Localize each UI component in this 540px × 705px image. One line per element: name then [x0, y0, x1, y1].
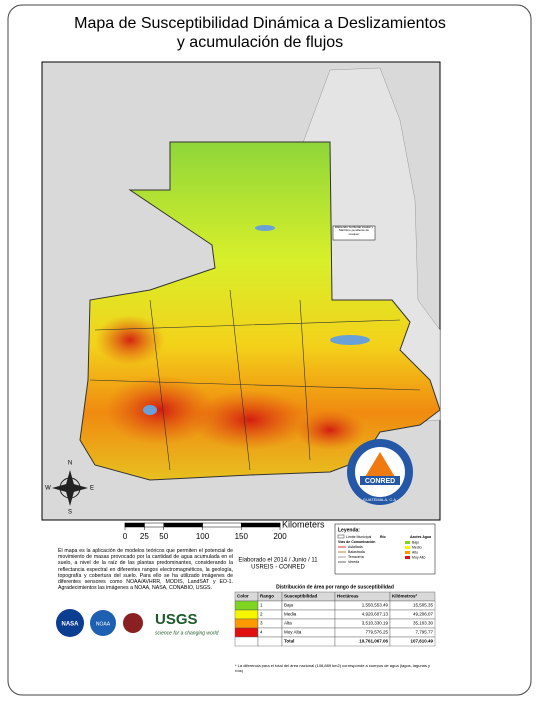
table-cell	[389, 636, 436, 647]
legend-item: Asfaltada	[348, 545, 363, 549]
lake	[330, 335, 370, 345]
scale-label: 150	[235, 532, 249, 541]
legend-item: Alto	[412, 550, 418, 554]
scale-label: 100	[196, 532, 210, 541]
page-border	[7, 4, 532, 696]
table-cell	[234, 618, 259, 629]
legend-item: Límite Municipal	[346, 535, 372, 539]
legend-item: Vías de Comunicación	[338, 540, 375, 544]
compass-label: W	[45, 486, 51, 492]
legend-symbol	[405, 556, 410, 559]
table-cell	[257, 636, 283, 647]
logo-text: NASA	[61, 622, 79, 628]
annotation-box	[332, 225, 376, 241]
credit-author: USREIS - CONRED	[251, 565, 305, 571]
compass-label: S	[68, 510, 72, 516]
conred-logo: CONRED GUATEMALA, C.A.	[347, 439, 413, 505]
annotation: Diferendo Territorial Insular y Marítimo…	[334, 226, 374, 236]
table-text: 107,610.49	[410, 639, 433, 644]
hotspot	[95, 315, 165, 365]
table-text: 35,103.30	[413, 621, 434, 626]
logos: NASA NOAA USGS science for a changing wo…	[56, 609, 219, 637]
legend-item: Muy Alto	[412, 555, 425, 559]
scale-label: 200	[273, 532, 287, 541]
map: Diferendo Territorial Insular y Marítimo…	[41, 61, 441, 521]
table-text: Muy Alta	[284, 630, 302, 635]
scale-segment	[144, 522, 164, 528]
table-text: Hectáreas	[337, 594, 359, 599]
legend-item: Azotes Agua	[410, 535, 431, 539]
legend-item: Terracería	[348, 555, 364, 559]
table-text: 4	[260, 630, 263, 635]
logo-text: NOAA	[96, 621, 111, 627]
table-text: 1,550,553.49	[362, 603, 389, 608]
table-text: Kilómetros²	[392, 594, 418, 599]
title: y acumulación de flujos	[177, 34, 343, 51]
scale-bar: Kilometers 0 25 50 100 150 200	[123, 519, 325, 541]
compass: N S E W	[45, 461, 94, 516]
logo-text: GUATEMALA, C.A.	[363, 497, 397, 502]
table-text: 7,795.77	[415, 630, 433, 635]
description: El mapa es la aplicación de modelos teór…	[58, 548, 233, 592]
logo-text: science for a changing world	[155, 630, 219, 636]
scale-label: 25	[140, 532, 149, 541]
table-cell	[234, 627, 259, 638]
legend-item: Balastrada	[348, 550, 365, 554]
scale-label: 0	[123, 532, 128, 541]
title: Mapa de Susceptibilidad Dinámica a Desli…	[74, 15, 446, 32]
table-text: 3	[260, 621, 263, 626]
lake	[255, 225, 275, 231]
credit-date: Elaborado el 2014 / Junio / 11	[238, 558, 318, 564]
legend-symbol	[405, 541, 410, 544]
compass-label: E	[90, 486, 94, 492]
hotspot	[105, 375, 215, 445]
legend: Leyenda: Límite Municipal Río Vías de Co…	[334, 523, 436, 575]
table-text: Baja	[284, 603, 294, 608]
table-cell	[234, 600, 259, 611]
table-text: Total	[284, 639, 294, 644]
legend-item: Medio	[412, 545, 422, 549]
table-text: 1	[260, 603, 263, 608]
table-text: 3,510,330.19	[362, 621, 389, 626]
table-text: 779,576.25	[365, 630, 388, 635]
legend-item: Río	[380, 535, 386, 539]
table-text: Media	[284, 612, 297, 617]
table-cell	[234, 636, 259, 647]
legend-item: Bajo	[412, 540, 419, 544]
legend-title: Leyenda:	[338, 527, 360, 533]
boundary	[89, 289, 421, 471]
hotspot	[295, 410, 365, 450]
table-text: 15,505.35	[413, 603, 434, 608]
hotspot	[190, 390, 310, 450]
logo-text: CONRED	[365, 478, 395, 485]
compass-label: N	[68, 461, 72, 467]
logo-text: USGS	[155, 611, 198, 628]
table-cell	[234, 609, 259, 620]
scale-segment	[163, 522, 203, 528]
table-text: 10,761,067.06	[359, 639, 388, 644]
table-text: 2	[260, 612, 263, 617]
table-text: Alta	[284, 621, 292, 626]
scale-label: 50	[159, 532, 168, 541]
table-text: 4,920,607.13	[362, 612, 389, 617]
table-footnote: * La diferencia para el total del área n…	[235, 663, 431, 673]
legend-item: Vereda	[348, 560, 359, 564]
legend-symbol	[405, 546, 410, 549]
scale-segment	[124, 522, 145, 528]
scale-segment	[202, 522, 242, 528]
legend-symbol	[405, 551, 410, 554]
scale-segment	[241, 522, 281, 528]
table: Distribución de área por rango de suscep…	[234, 584, 436, 647]
table-text: Color	[237, 594, 249, 599]
table-text: 49,206.07	[413, 612, 434, 617]
lake	[143, 405, 157, 415]
scale-unit: Kilometers	[282, 519, 325, 529]
table-title: Distribución de área por rango de suscep…	[276, 584, 394, 590]
table-text: Susceptibilidad	[284, 594, 318, 599]
table-text: Rango	[260, 594, 274, 599]
